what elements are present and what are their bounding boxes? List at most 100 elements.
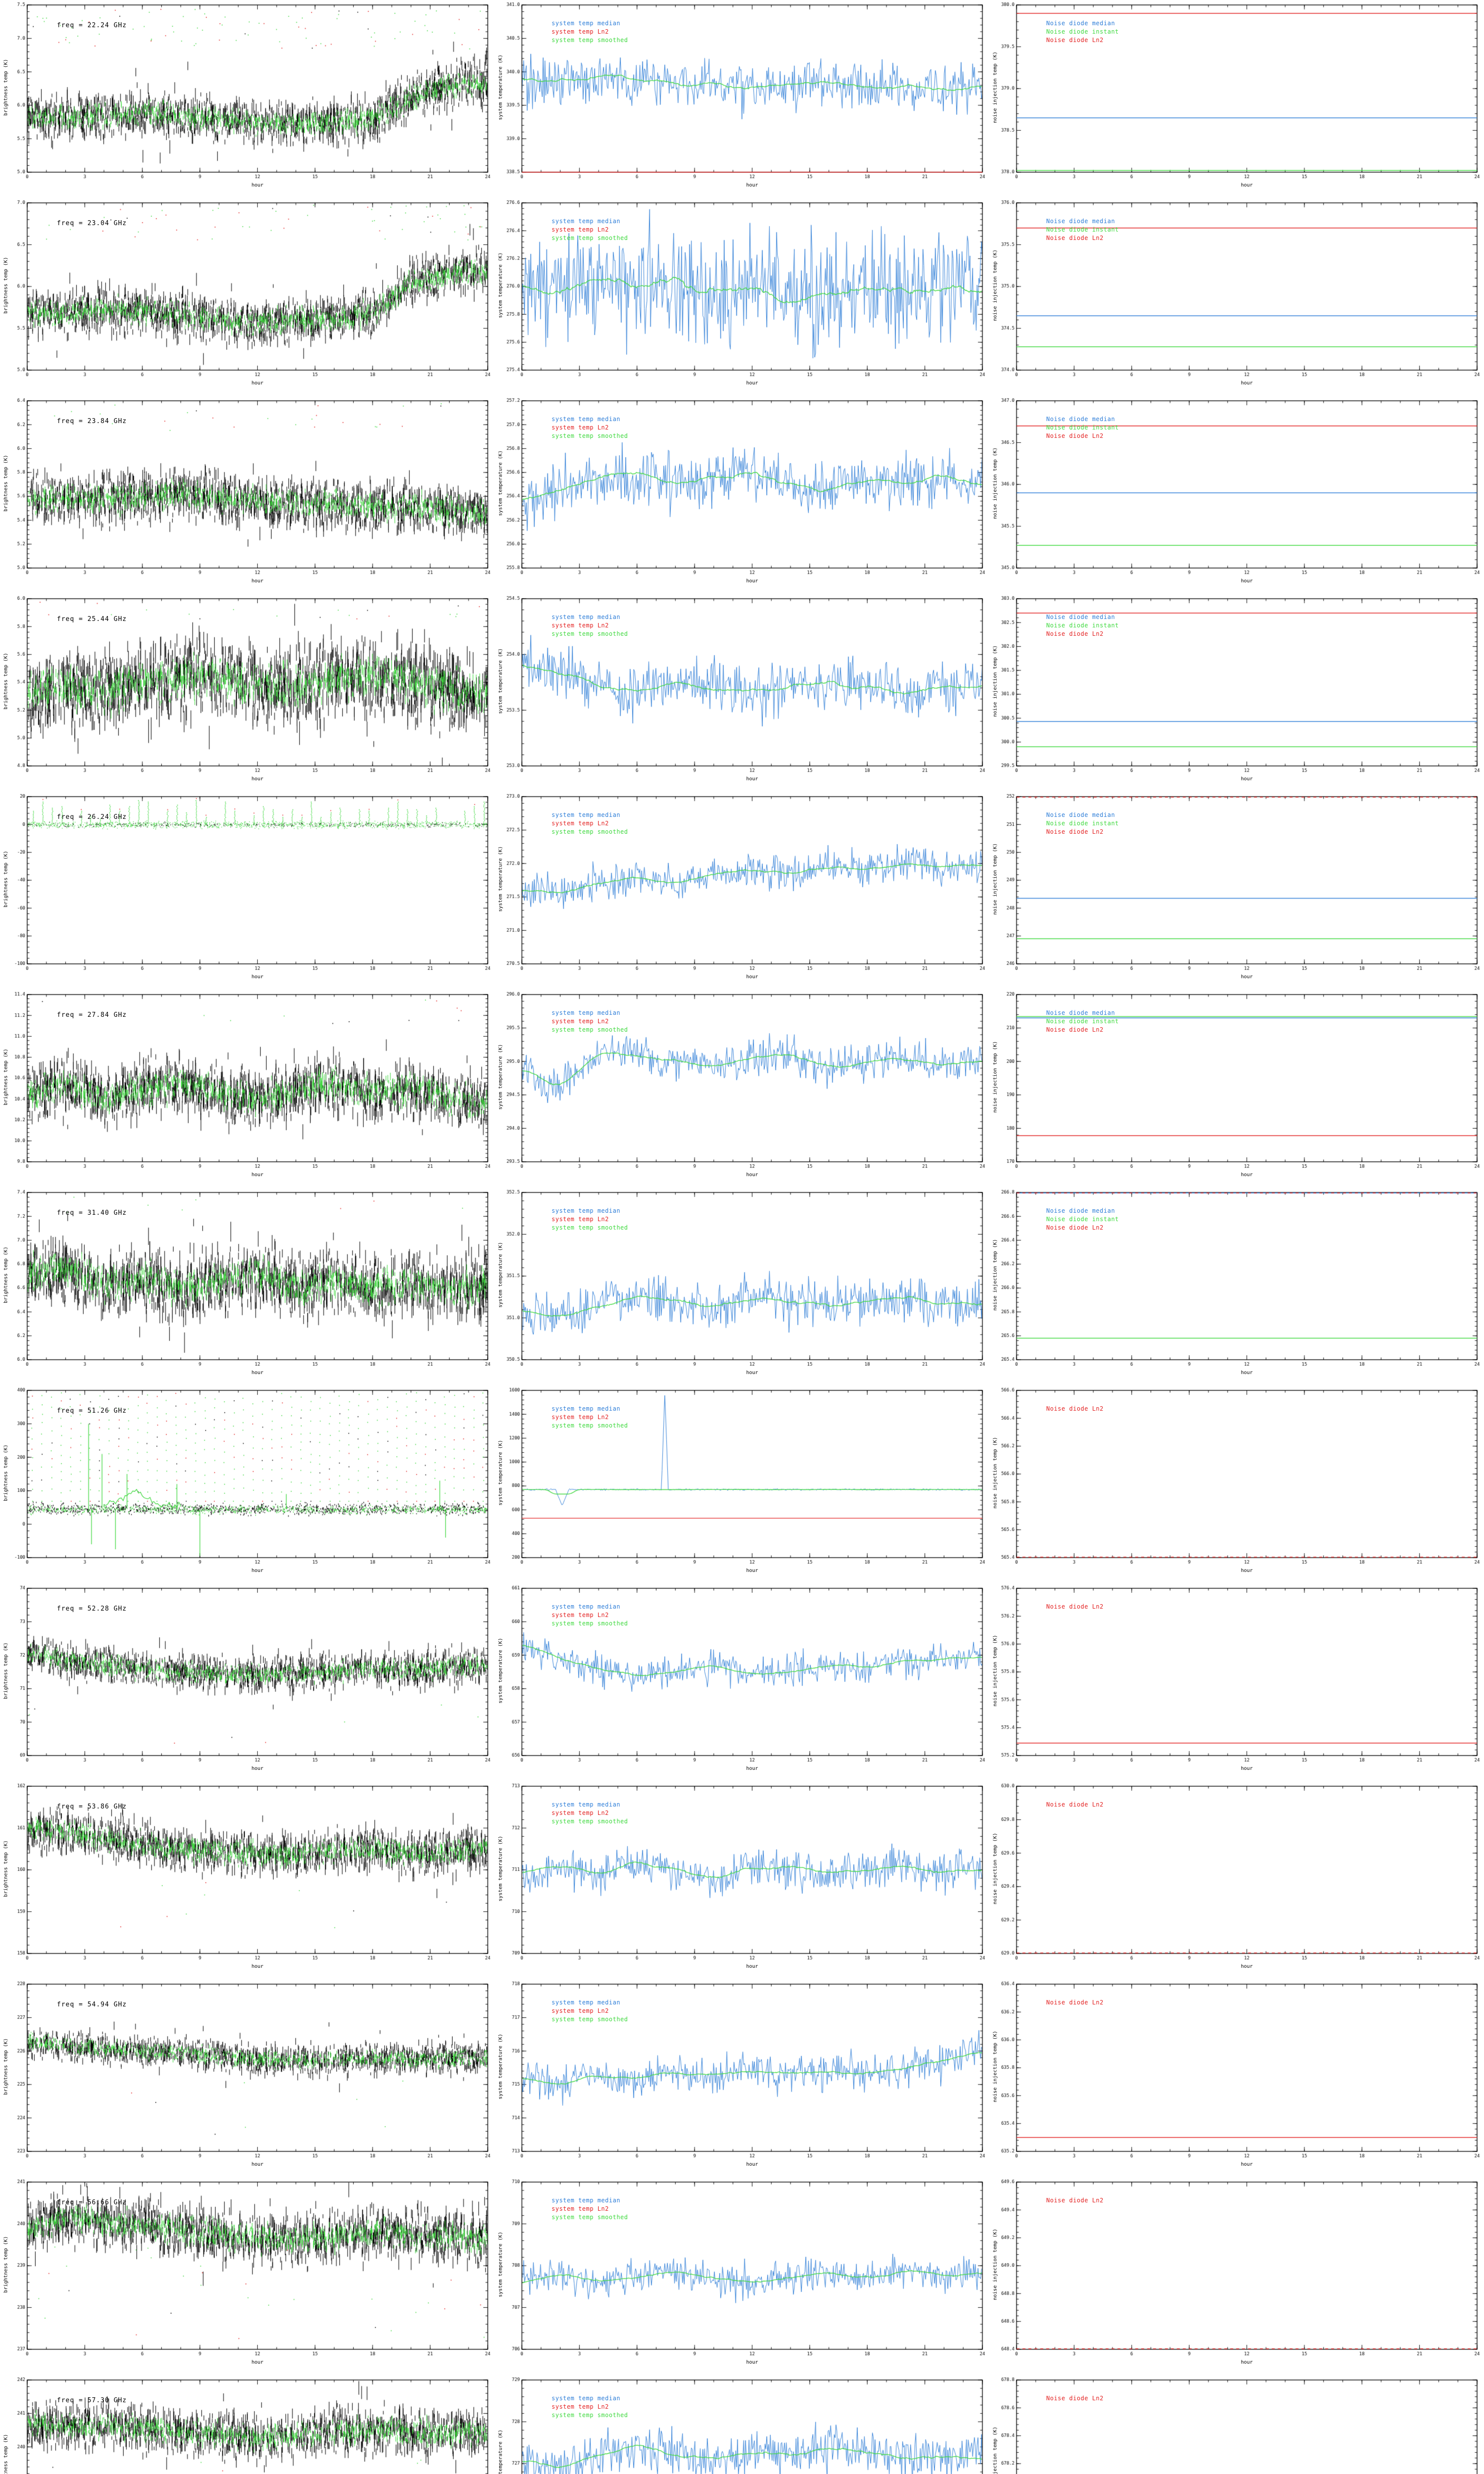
right-plot-canvas-row12: [989, 2177, 1484, 2375]
legend-blue-noise-diode: Noise diode median: [1046, 1207, 1115, 1214]
left-plot-canvas-row3: [0, 396, 495, 594]
y-axis-label-middle: system temperature (K): [498, 1242, 504, 1308]
y-axis-label-right: noise injection temp (K): [992, 843, 998, 915]
y-axis-label-middle: system temperature (K): [498, 1638, 504, 1704]
legend-green-system-temp: system temp smoothed: [552, 1422, 628, 1429]
y-axis-label-right: noise injection temp (K): [992, 51, 998, 123]
y-axis-label-left: brightness temp (K): [3, 851, 9, 907]
right-plot-canvas-row5: [989, 792, 1484, 990]
freq-title: freq = 51.26 GHz: [57, 1407, 127, 1415]
x-axis-label: hour: [251, 2360, 264, 2365]
left-plot-canvas-row11: [0, 1979, 495, 2177]
legend-red-system-temp: system temp Ln2: [552, 2007, 609, 2014]
legend-blue-system-temp: system temp median: [552, 416, 621, 423]
x-axis-label: hour: [1241, 1370, 1253, 1376]
plot-middle-row12: system temperature (K) hour system temp me…: [495, 2177, 989, 2375]
legend-red-system-temp: system temp Ln2: [552, 28, 609, 35]
left-plot-canvas-row2: [0, 198, 495, 396]
y-axis-label-middle: system temperature (K): [498, 2034, 504, 2099]
legend-green-system-temp: system temp smoothed: [552, 1224, 628, 1231]
y-axis-label-right: noise injection temp (K): [992, 645, 998, 717]
middle-plot-canvas-row3: [495, 396, 989, 594]
y-axis-label-middle: system temperature (K): [498, 252, 504, 318]
plot-middle-row6: system temperature (K) hour system temp me…: [495, 990, 989, 1188]
left-plot-canvas-row5: [0, 792, 495, 990]
plot-left-row3: brightness temp (K) hour freq = 23.84 GHz: [0, 396, 495, 594]
plot-right-row5: noise injection temp (K) hour Noise diode …: [989, 792, 1484, 990]
freq-title: freq = 56.66 GHz: [57, 2199, 127, 2206]
x-axis-label: hour: [746, 1964, 758, 1969]
y-axis-label-left: brightness temp (K): [3, 2038, 9, 2095]
legend-red-noise-diode: Noise diode Ln2: [1046, 1801, 1104, 1808]
legend-red-noise-diode: Noise diode Ln2: [1046, 1224, 1104, 1231]
plot-left-row5: brightness temp (K) hour freq = 26.24 GHz: [0, 792, 495, 990]
plot-left-row10: brightness temp (K) hour freq = 53.86 GHz: [0, 1781, 495, 1979]
x-axis-label: hour: [746, 2360, 758, 2365]
legend-blue-noise-diode: Noise diode median: [1046, 811, 1115, 818]
y-axis-label-right: noise injection temp (K): [992, 1041, 998, 1113]
plot-right-row2: noise injection temp (K) hour Noise diode …: [989, 198, 1484, 396]
plot-left-row4: brightness temp (K) hour freq = 25.44 GHz: [0, 594, 495, 792]
legend-blue-system-temp: system temp median: [552, 1801, 621, 1808]
y-axis-label-right: noise injection temp (K): [992, 1437, 998, 1509]
middle-plot-canvas-row7: [495, 1188, 989, 1385]
plot-left-row8: brightness temp (K) hour freq = 51.26 GHz: [0, 1385, 495, 1583]
left-plot-canvas-row12: [0, 2177, 495, 2375]
x-axis-label: hour: [1241, 2360, 1253, 2365]
plot-right-row9: noise injection temp (K) hour Noise diode …: [989, 1583, 1484, 1781]
middle-plot-canvas-row9: [495, 1583, 989, 1781]
legend-blue-noise-diode: Noise diode median: [1046, 416, 1115, 423]
x-axis-label: hour: [746, 776, 758, 782]
legend-green-noise-diode: Noise diode instant: [1046, 622, 1119, 629]
legend-red-noise-diode: Noise diode Ln2: [1046, 1026, 1104, 1033]
plot-right-row7: noise injection temp (K) hour Noise diode …: [989, 1188, 1484, 1385]
legend-blue-system-temp: system temp median: [552, 1207, 621, 1214]
legend-blue-system-temp: system temp median: [552, 218, 621, 225]
freq-title: freq = 25.44 GHz: [57, 616, 127, 623]
plot-left-row2: brightness temp (K) hour freq = 23.04 GHz: [0, 198, 495, 396]
left-plot-canvas-row8: [0, 1385, 495, 1583]
x-axis-label: hour: [251, 381, 264, 386]
legend-green-noise-diode: Noise diode instant: [1046, 424, 1119, 431]
legend-blue-system-temp: system temp median: [552, 1009, 621, 1016]
legend-green-noise-diode: Noise diode instant: [1046, 1018, 1119, 1025]
x-axis-label: hour: [251, 1568, 264, 1573]
y-axis-label-middle: system temperature (K): [498, 2429, 504, 2474]
plot-left-row6: brightness temp (K) hour freq = 27.84 GHz: [0, 990, 495, 1188]
legend-red-system-temp: system temp Ln2: [552, 2205, 609, 2212]
y-axis-label-right: noise injection temp (K): [992, 1833, 998, 1904]
legend-blue-noise-diode: Noise diode median: [1046, 20, 1115, 27]
y-axis-label-right: noise injection temp (K): [992, 1635, 998, 1707]
legend-green-system-temp: system temp smoothed: [552, 1026, 628, 1033]
plot-right-row3: noise injection temp (K) hour Noise diode …: [989, 396, 1484, 594]
plot-right-row10: noise injection temp (K) hour Noise diode …: [989, 1781, 1484, 1979]
legend-blue-system-temp: system temp median: [552, 20, 621, 27]
x-axis-label: hour: [251, 183, 264, 188]
y-axis-label-left: brightness temp (K): [3, 257, 9, 314]
legend-red-noise-diode: Noise diode Ln2: [1046, 37, 1104, 44]
right-plot-canvas-row10: [989, 1781, 1484, 1979]
x-axis-label: hour: [746, 1568, 758, 1573]
legend-red-noise-diode: Noise diode Ln2: [1046, 2197, 1104, 2204]
left-plot-canvas-row1: [0, 0, 495, 198]
y-axis-label-left: brightness temp (K): [3, 2236, 9, 2293]
legend-green-noise-diode: Noise diode instant: [1046, 226, 1119, 233]
x-axis-label: hour: [1241, 1568, 1253, 1573]
right-plot-canvas-row8: [989, 1385, 1484, 1583]
plot-middle-row2: system temperature (K) hour system temp me…: [495, 198, 989, 396]
freq-title: freq = 23.84 GHz: [57, 418, 127, 425]
plot-right-row1: noise injection temp (K) hour Noise diode …: [989, 0, 1484, 198]
legend-green-system-temp: system temp smoothed: [552, 235, 628, 241]
plot-right-row8: noise injection temp (K) hour Noise diode …: [989, 1385, 1484, 1583]
plot-right-row11: noise injection temp (K) hour Noise diode …: [989, 1979, 1484, 2177]
legend-red-noise-diode: Noise diode Ln2: [1046, 1603, 1104, 1610]
middle-plot-canvas-row6: [495, 990, 989, 1188]
x-axis-label: hour: [1241, 1172, 1253, 1178]
y-axis-label-middle: system temperature (K): [498, 1440, 504, 1506]
legend-green-noise-diode: Noise diode instant: [1046, 820, 1119, 827]
legend-green-system-temp: system temp smoothed: [552, 432, 628, 439]
y-axis-label-left: brightness temp (K): [3, 59, 9, 116]
y-axis-label-right: noise injection temp (K): [992, 2426, 998, 2474]
y-axis-label-right: noise injection temp (K): [992, 2229, 998, 2300]
